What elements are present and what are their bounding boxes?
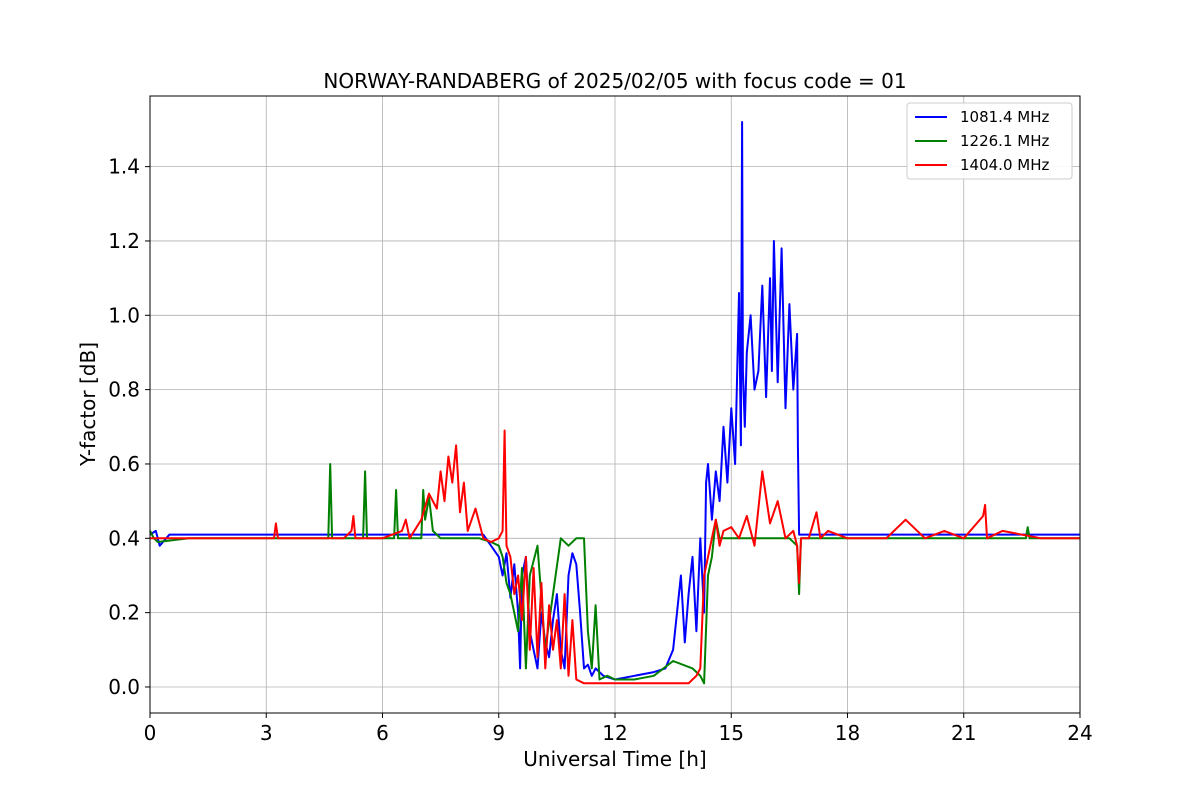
series-line-2: [149, 463, 1080, 685]
legend-label-2: 1226.1 MHz: [960, 132, 1049, 150]
y-tick-label: 0.6: [108, 452, 140, 476]
series-layer: [149, 121, 1080, 685]
y-tick-label: 1.2: [108, 229, 140, 253]
x-tick-label: 0: [144, 721, 157, 745]
legend-label-3: 1404.0 MHz: [960, 156, 1049, 174]
chart-title: NORWAY-RANDABERG of 2025/02/05 with focu…: [323, 69, 906, 93]
series-line-1: [149, 121, 1080, 681]
y-tick-label: 1.4: [108, 155, 140, 179]
x-tick-label: 18: [835, 721, 860, 745]
series-line-3: [150, 429, 1080, 685]
x-tick-label: 6: [376, 721, 389, 745]
x-tick-label: 21: [951, 721, 976, 745]
ticks: 0 3 6 9 12 15 18 21 24 0.0 0.2 0.4 0.6 0.8 1.0 1.2 1.4: [108, 155, 1093, 745]
y-tick-label: 0.2: [108, 601, 140, 625]
x-tick-label: 15: [719, 721, 744, 745]
y-tick-label: 0.0: [108, 675, 140, 699]
x-axis-label: Universal Time [h]: [523, 747, 706, 771]
x-tick-label: 12: [602, 721, 627, 745]
x-tick-label: 3: [260, 721, 273, 745]
x-tick-label: 9: [492, 721, 505, 745]
legend: 1081.4 MHz 1226.1 MHz 1404.0 MHz: [906, 102, 1073, 180]
y-tick-label: 1.0: [108, 303, 140, 327]
legend-label-1: 1081.4 MHz: [960, 108, 1049, 126]
y-tick-label: 0.8: [108, 378, 140, 402]
x-tick-label: 24: [1067, 721, 1092, 745]
y-axis-label: Y-factor [dB]: [76, 342, 100, 467]
y-tick-label: 0.4: [108, 526, 140, 550]
legend-box: [906, 102, 1073, 180]
